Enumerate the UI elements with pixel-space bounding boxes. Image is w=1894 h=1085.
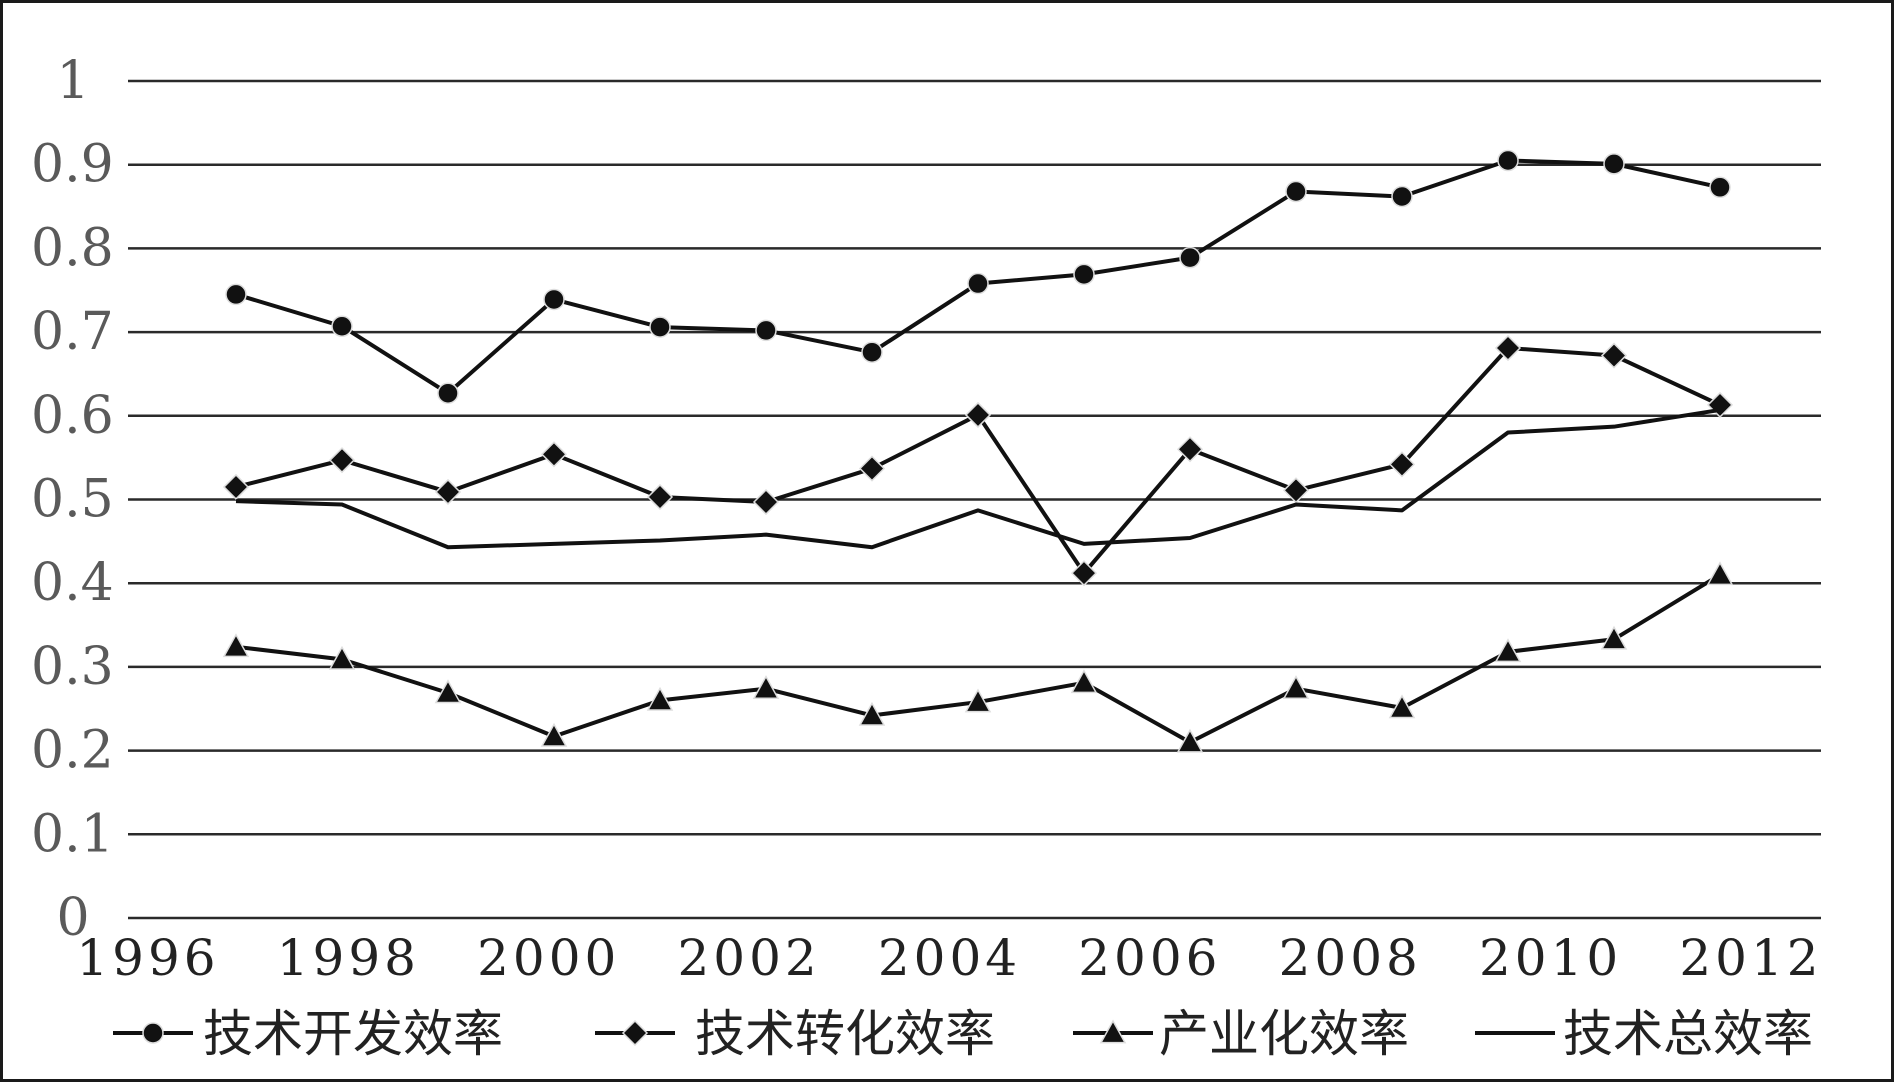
x-tick-label: 2012 bbox=[1679, 929, 1822, 987]
data-point bbox=[437, 382, 459, 404]
data-point bbox=[967, 272, 989, 295]
x-tick-label: 1998 bbox=[277, 929, 420, 987]
y-tick-label: 0.9 bbox=[31, 135, 114, 195]
data-point bbox=[1494, 334, 1522, 362]
x-tick-label: 2002 bbox=[678, 929, 821, 987]
series-group bbox=[222, 149, 1734, 753]
legend-label: 产业化效率 bbox=[1159, 1005, 1409, 1063]
y-tick-label: 0.2 bbox=[31, 721, 114, 781]
legend-item-2: 产业化效率 bbox=[1073, 1005, 1409, 1063]
series-line bbox=[235, 407, 1721, 550]
data-point bbox=[331, 315, 353, 337]
data-point bbox=[1070, 669, 1098, 694]
data-point bbox=[1388, 451, 1416, 478]
data-point bbox=[858, 701, 886, 726]
data-point bbox=[434, 478, 462, 506]
data-point bbox=[1073, 263, 1095, 286]
data-point bbox=[328, 447, 356, 474]
data-point bbox=[1603, 153, 1625, 175]
data-point bbox=[540, 441, 568, 468]
y-tick-label: 0.3 bbox=[31, 637, 114, 697]
data-point bbox=[1179, 246, 1201, 269]
data-point bbox=[222, 633, 250, 658]
legend-item-3: 技术总效率 bbox=[1475, 1005, 1813, 1063]
legend-item-0: 技术开发效率 bbox=[113, 1005, 503, 1063]
legend-label: 技术总效率 bbox=[1563, 1005, 1813, 1063]
data-point bbox=[1600, 342, 1628, 369]
x-tick-label: 1996 bbox=[76, 929, 219, 987]
x-tick-label: 2008 bbox=[1279, 929, 1422, 987]
data-point bbox=[646, 483, 674, 511]
y-axis-ticks: 0 0.1 0.2 0.3 0.4 0.5 0.6 0.7 0.8 0.9 1 bbox=[31, 51, 114, 948]
x-tick-label: 2004 bbox=[878, 929, 1021, 987]
data-point bbox=[861, 341, 883, 363]
data-point bbox=[1497, 149, 1519, 172]
legend-label: 技术转化效率 bbox=[695, 1005, 995, 1063]
data-point bbox=[1282, 477, 1310, 504]
data-point bbox=[964, 401, 992, 429]
data-point bbox=[328, 645, 356, 670]
series-1 bbox=[222, 334, 1734, 587]
legend-marker bbox=[621, 1019, 649, 1047]
x-tick-label: 2000 bbox=[477, 929, 620, 987]
y-tick-label: 0.6 bbox=[31, 386, 114, 446]
y-tick-label: 0.7 bbox=[31, 302, 114, 362]
legend-label: 技术开发效率 bbox=[203, 1005, 503, 1063]
data-point bbox=[649, 316, 671, 338]
series-0 bbox=[225, 149, 1731, 404]
data-point bbox=[1285, 180, 1307, 203]
data-point bbox=[752, 488, 780, 516]
data-point bbox=[225, 283, 247, 306]
data-point bbox=[1706, 391, 1734, 418]
data-point bbox=[1388, 694, 1416, 719]
data-point bbox=[543, 288, 565, 311]
data-point bbox=[1176, 728, 1204, 753]
y-tick-label: 0.5 bbox=[31, 470, 114, 530]
data-point bbox=[755, 319, 777, 342]
legend-marker bbox=[1099, 1019, 1127, 1044]
legend-item-1: 技术转化效率 bbox=[595, 1005, 995, 1063]
x-tick-label: 2006 bbox=[1078, 929, 1221, 987]
gridlines bbox=[128, 79, 1821, 920]
data-point bbox=[1706, 561, 1734, 586]
legend: 技术开发效率 技术转化效率 产业化效率 技术总效率 bbox=[113, 1005, 1813, 1063]
data-point bbox=[1709, 176, 1731, 199]
data-point bbox=[646, 686, 674, 711]
data-point bbox=[1600, 625, 1628, 650]
x-tick-label: 2010 bbox=[1479, 929, 1622, 987]
data-point bbox=[1070, 560, 1098, 587]
data-point bbox=[858, 455, 886, 482]
data-point bbox=[540, 722, 568, 747]
legend-marker bbox=[142, 1022, 164, 1044]
x-axis-ticks: 1996 1998 2000 2002 2004 2006 2008 2010 2012 bbox=[76, 929, 1822, 987]
data-point bbox=[964, 688, 992, 713]
data-point bbox=[1494, 638, 1522, 663]
y-tick-label: 0.4 bbox=[31, 553, 114, 613]
y-tick-label: 0.1 bbox=[31, 804, 114, 864]
y-tick-label: 1 bbox=[56, 51, 89, 111]
y-tick-label: 0 bbox=[56, 888, 89, 948]
data-point bbox=[1391, 185, 1413, 208]
data-point bbox=[1176, 436, 1204, 463]
line-chart: 0 0.1 0.2 0.3 0.4 0.5 0.6 0.7 0.8 0.9 1 1996 1998 20… bbox=[31, 51, 1822, 1063]
y-tick-label: 0.8 bbox=[31, 218, 114, 278]
series-2 bbox=[222, 561, 1734, 753]
series-3 bbox=[235, 407, 1721, 550]
data-point bbox=[434, 679, 462, 704]
data-point bbox=[222, 473, 250, 501]
data-point bbox=[1282, 675, 1310, 700]
data-point bbox=[752, 675, 780, 700]
